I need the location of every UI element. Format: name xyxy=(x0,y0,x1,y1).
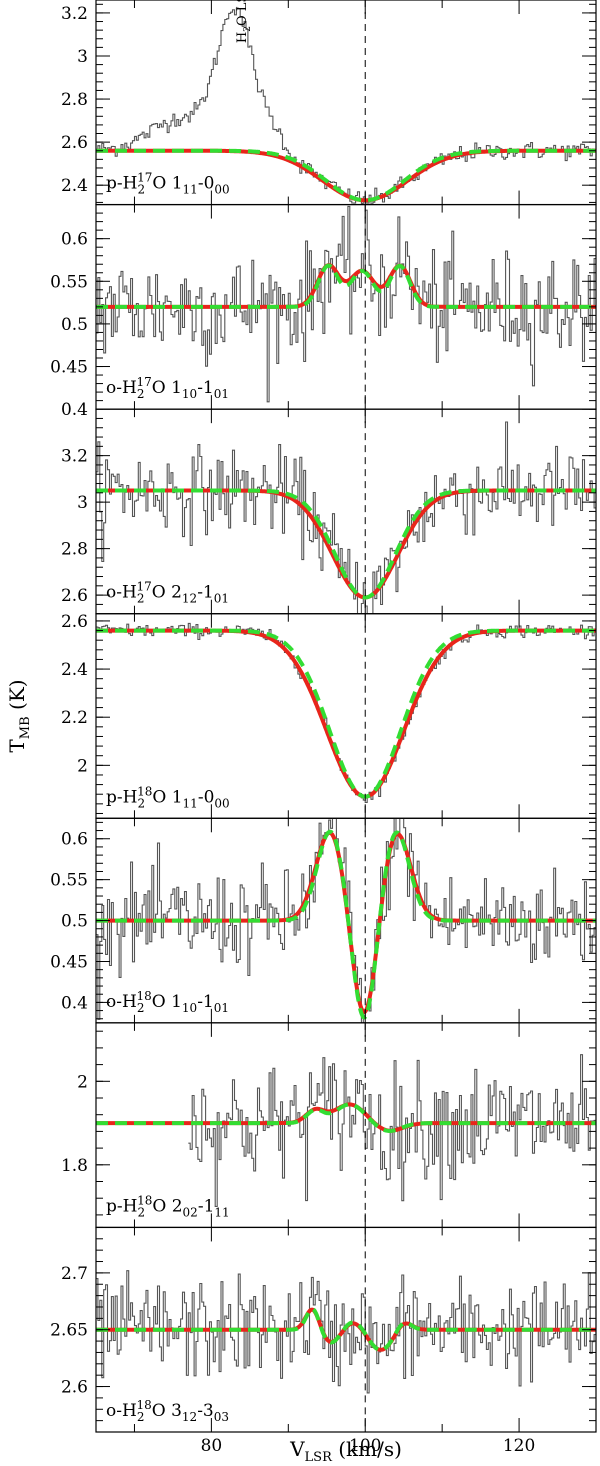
y-tick-label: 2.65 xyxy=(50,1321,88,1341)
plot-area xyxy=(96,205,596,403)
y-tick-label: 0.6 xyxy=(61,230,88,250)
panel-3: 2.6 2.8 3 3.2 o-H217O 212-101 xyxy=(61,408,597,615)
y-tick-label: 0.5 xyxy=(61,315,88,335)
y-tick-label: 2.6 xyxy=(61,133,88,153)
y-tick-label: 2.6 xyxy=(61,612,88,632)
observed-spectrum xyxy=(188,1054,596,1207)
y-tick-label: 2.8 xyxy=(61,540,88,560)
lsb-annotation: H2O LSB xyxy=(235,0,253,43)
observed-spectrum xyxy=(96,205,596,403)
transition-label: p-H218O 202-111 xyxy=(106,1193,230,1219)
y-tick-label: 0.55 xyxy=(50,272,88,292)
transition-label: p-H218O 111-000 xyxy=(106,784,230,810)
y-tick-label: 3.2 xyxy=(61,447,88,467)
plot-area xyxy=(96,421,596,614)
transition-label: o-H218O 312-303 xyxy=(106,1398,229,1424)
y-tick-label: 1.8 xyxy=(61,1156,88,1176)
plot-area xyxy=(96,7,596,205)
transition-label: p-H217O 111-000 xyxy=(106,171,230,197)
y-tick-label: 2.4 xyxy=(61,660,88,680)
y-axis-title: TMB (K) xyxy=(5,679,33,752)
y-tick-label: 0.5 xyxy=(61,912,88,932)
y-tick-label: 2.8 xyxy=(61,90,88,110)
y-tick-label: 3.2 xyxy=(61,4,88,24)
y-tick-label: 0.45 xyxy=(50,952,88,972)
x-axis-title: VLSR (km/s) xyxy=(289,1437,402,1462)
transition-label: o-H217O 110-101 xyxy=(106,375,229,401)
transition-label: o-H218O 110-101 xyxy=(106,989,229,1015)
model-b-curve xyxy=(96,148,596,203)
plot-area xyxy=(96,818,596,1023)
panel-6: 1.8 2 p-H218O 202-111 xyxy=(61,1022,597,1229)
plot-area xyxy=(96,622,596,803)
model-b-curve xyxy=(96,1102,596,1133)
plot-area xyxy=(96,1270,596,1394)
y-tick-label: 0.45 xyxy=(50,358,88,378)
panel-1: 2.4 2.6 2.8 3 3.2 p-H217O 111-000 H2O LSB xyxy=(61,0,597,206)
x-tick-label: 120 xyxy=(503,1436,535,1456)
y-tick-label: 0.4 xyxy=(61,400,88,420)
y-tick-label: 3 xyxy=(77,47,88,67)
y-tick-label: 2.6 xyxy=(61,586,88,606)
y-tick-label: 2 xyxy=(77,1072,88,1092)
y-tick-label: 0.6 xyxy=(61,830,88,850)
observed-spectrum xyxy=(96,818,596,1023)
panel-5: 0.4 0.45 0.5 0.55 0.6 o-H218O 110-101 xyxy=(50,817,597,1024)
model-b-curve xyxy=(96,488,596,600)
y-tick-label: 2.6 xyxy=(61,1378,88,1398)
y-tick-label: 0.4 xyxy=(61,993,88,1013)
panel-4: 2 2.2 2.4 2.6 p-H218O 111-000 xyxy=(61,612,597,819)
model-b-curve xyxy=(96,829,596,1020)
y-tick-label: 2 xyxy=(77,756,88,776)
y-tick-label: 0.55 xyxy=(50,871,88,891)
x-tick-label: 80 xyxy=(201,1436,223,1456)
plot-area xyxy=(96,1054,596,1207)
panel-7: 2.6 2.65 2.7 o-H218O 312-303 xyxy=(50,1226,597,1433)
x-tick-label: 100 xyxy=(349,1436,381,1456)
panel-2: 0.4 0.45 0.5 0.55 0.6 o-H217O 110-101 xyxy=(50,203,597,420)
y-tick-label: 2.7 xyxy=(61,1264,88,1284)
model-b-curve xyxy=(96,628,596,799)
y-tick-label: 2.4 xyxy=(61,176,88,196)
model-b-curve xyxy=(96,1306,596,1352)
model-a-curve xyxy=(96,628,596,799)
transition-label: o-H217O 212-101 xyxy=(106,580,229,606)
observed-spectrum xyxy=(96,1270,596,1394)
y-tick-label: 3 xyxy=(77,493,88,513)
observed-spectrum xyxy=(96,421,596,614)
model-b-curve xyxy=(96,263,596,309)
y-tick-label: 2.2 xyxy=(61,708,88,728)
panel-frame xyxy=(95,1226,597,1433)
